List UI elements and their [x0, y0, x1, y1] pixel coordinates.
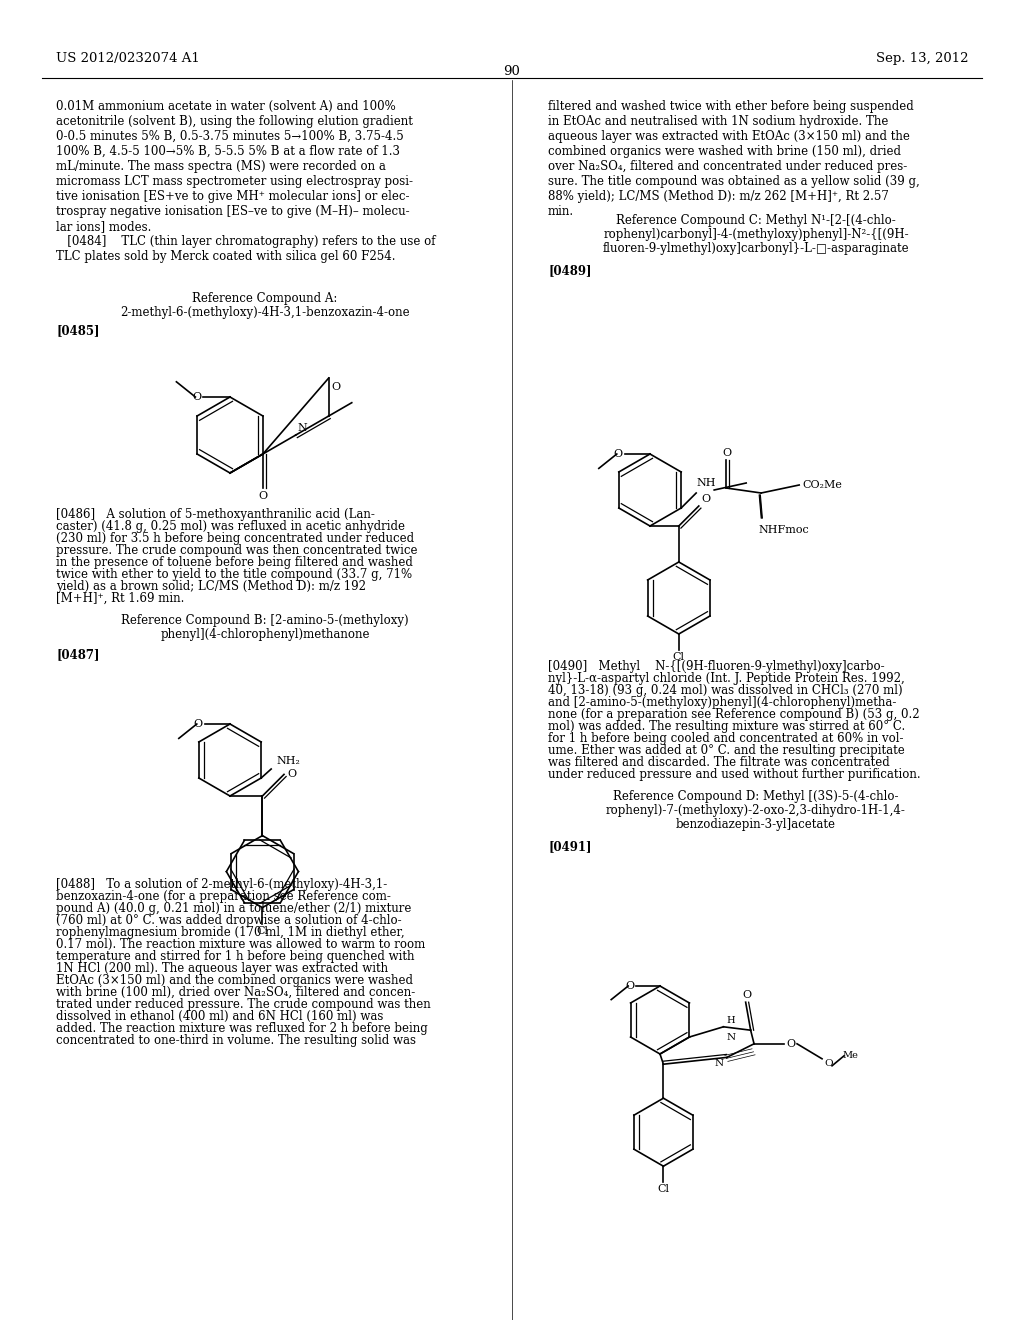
Text: benzodiazepin-3-yl]acetate: benzodiazepin-3-yl]acetate — [676, 818, 836, 832]
Text: in the presence of toluene before being filtered and washed: in the presence of toluene before being … — [56, 556, 413, 569]
Text: phenyl](4-chlorophenyl)methanone: phenyl](4-chlorophenyl)methanone — [160, 628, 370, 642]
Text: Sep. 13, 2012: Sep. 13, 2012 — [876, 51, 968, 65]
Text: O: O — [332, 381, 341, 392]
Text: dissolved in ethanol (400 ml) and 6N HCl (160 ml) was: dissolved in ethanol (400 ml) and 6N HCl… — [56, 1010, 383, 1023]
Text: ume. Ether was added at 0° C. and the resulting precipitate: ume. Ether was added at 0° C. and the re… — [548, 744, 905, 756]
Text: N: N — [726, 1032, 735, 1041]
Text: O: O — [701, 494, 711, 504]
Text: caster) (41.8 g, 0.25 mol) was refluxed in acetic anhydride: caster) (41.8 g, 0.25 mol) was refluxed … — [56, 520, 406, 533]
Text: O: O — [742, 990, 752, 1001]
Text: trated under reduced pressure. The crude compound was then: trated under reduced pressure. The crude… — [56, 998, 431, 1011]
Text: NHFmoc: NHFmoc — [758, 525, 809, 535]
Text: 1N HCl (200 ml). The aqueous layer was extracted with: 1N HCl (200 ml). The aqueous layer was e… — [56, 962, 388, 975]
Text: EtOAc (3×150 ml) and the combined organics were washed: EtOAc (3×150 ml) and the combined organi… — [56, 974, 413, 987]
Text: Me: Me — [842, 1051, 858, 1060]
Text: O: O — [193, 392, 202, 403]
Text: fluoren-9-ylmethyl)oxy]carbonyl}-L-□-asparaginate: fluoren-9-ylmethyl)oxy]carbonyl}-L-□-asp… — [603, 242, 909, 255]
Text: rophenylmagnesium bromide (170 ml, 1M in diethyl ether,: rophenylmagnesium bromide (170 ml, 1M in… — [56, 927, 404, 939]
Text: [0490]   Methyl    N-{[(9H-fluoren-9-ylmethyl)oxy]carbo-: [0490] Methyl N-{[(9H-fluoren-9-ylmethyl… — [548, 660, 885, 673]
Text: Cl: Cl — [657, 1184, 670, 1195]
Text: none (for a preparation see Reference compound B) (53 g, 0.2: none (for a preparation see Reference co… — [548, 708, 920, 721]
Text: [0491]: [0491] — [548, 840, 592, 853]
Text: Reference Compound B: [2-amino-5-(methyloxy): Reference Compound B: [2-amino-5-(methyl… — [121, 614, 409, 627]
Text: 40, 13-18) (93 g, 0.24 mol) was dissolved in CHCl₃ (270 ml): 40, 13-18) (93 g, 0.24 mol) was dissolve… — [548, 684, 902, 697]
Text: O: O — [194, 719, 203, 729]
Text: Reference Compound D: Methyl [(3S)-5-(4-chlo-: Reference Compound D: Methyl [(3S)-5-(4-… — [613, 789, 899, 803]
Text: H: H — [726, 1016, 735, 1024]
Text: rophenyl)-7-(methyloxy)-2-oxo-2,3-dihydro-1H-1,4-: rophenyl)-7-(methyloxy)-2-oxo-2,3-dihydr… — [606, 804, 906, 817]
Text: O: O — [786, 1039, 796, 1049]
Text: pressure. The crude compound was then concentrated twice: pressure. The crude compound was then co… — [56, 544, 418, 557]
Text: under reduced pressure and used without further purification.: under reduced pressure and used without … — [548, 768, 921, 781]
Text: 0.17 mol). The reaction mixture was allowed to warm to room: 0.17 mol). The reaction mixture was allo… — [56, 939, 425, 950]
Text: [0486]   A solution of 5-methoxyanthranilic acid (Lan-: [0486] A solution of 5-methoxyanthranili… — [56, 508, 375, 521]
Text: Reference Compound C: Methyl N¹-[2-[(4-chlo-: Reference Compound C: Methyl N¹-[2-[(4-c… — [616, 214, 896, 227]
Text: Reference Compound A:: Reference Compound A: — [193, 292, 338, 305]
Text: filtered and washed twice with ether before being suspended
in EtOAc and neutral: filtered and washed twice with ether bef… — [548, 100, 920, 218]
Text: added. The reaction mixture was refluxed for 2 h before being: added. The reaction mixture was refluxed… — [56, 1022, 428, 1035]
Text: 0.01M ammonium acetate in water (solvent A) and 100%
acetonitrile (solvent B), u: 0.01M ammonium acetate in water (solvent… — [56, 100, 435, 263]
Text: [0488]   To a solution of 2-methyl-6-(methyloxy)-4H-3,1-: [0488] To a solution of 2-methyl-6-(meth… — [56, 878, 387, 891]
Text: O: O — [287, 770, 296, 779]
Text: (230 ml) for 3.5 h before being concentrated under reduced: (230 ml) for 3.5 h before being concentr… — [56, 532, 414, 545]
Text: with brine (100 ml), dried over Na₂SO₄, filtered and concen-: with brine (100 ml), dried over Na₂SO₄, … — [56, 986, 416, 999]
Text: benzoxazin-4-one (for a preparation see Reference com-: benzoxazin-4-one (for a preparation see … — [56, 890, 391, 903]
Text: O: O — [613, 449, 623, 459]
Text: mol) was added. The resulting mixture was stirred at 60° C.: mol) was added. The resulting mixture wa… — [548, 719, 905, 733]
Text: (760 ml) at 0° C. was added dropwise a solution of 4-chlo-: (760 ml) at 0° C. was added dropwise a s… — [56, 913, 401, 927]
Text: O: O — [625, 981, 634, 991]
Text: NH: NH — [696, 478, 716, 488]
Text: was filtered and discarded. The filtrate was concentrated: was filtered and discarded. The filtrate… — [548, 756, 890, 770]
Text: O: O — [258, 491, 267, 502]
Text: yield) as a brown solid; LC/MS (Method D): m/z 192: yield) as a brown solid; LC/MS (Method D… — [56, 579, 366, 593]
Text: and [2-amino-5-(methyloxy)phenyl](4-chlorophenyl)metha-: and [2-amino-5-(methyloxy)phenyl](4-chlo… — [548, 696, 896, 709]
Text: O: O — [824, 1059, 833, 1068]
Text: Cl: Cl — [256, 925, 268, 936]
Text: N: N — [298, 422, 307, 433]
Text: US 2012/0232074 A1: US 2012/0232074 A1 — [56, 51, 200, 65]
Text: twice with ether to yield to the title compound (33.7 g, 71%: twice with ether to yield to the title c… — [56, 568, 412, 581]
Text: Cl: Cl — [673, 652, 685, 663]
Text: for 1 h before being cooled and concentrated at 60% in vol-: for 1 h before being cooled and concentr… — [548, 733, 903, 744]
Text: rophenyl)carbonyl]-4-(methyloxy)phenyl]-N²-{[(9H-: rophenyl)carbonyl]-4-(methyloxy)phenyl]-… — [603, 228, 909, 242]
Text: nyl}-L-α-aspartyl chloride (Int. J. Peptide Protein Res. 1992,: nyl}-L-α-aspartyl chloride (Int. J. Pept… — [548, 672, 905, 685]
Text: [0489]: [0489] — [548, 264, 592, 277]
Text: [M+H]⁺, Rt 1.69 min.: [M+H]⁺, Rt 1.69 min. — [56, 591, 184, 605]
Text: concentrated to one-third in volume. The resulting solid was: concentrated to one-third in volume. The… — [56, 1034, 416, 1047]
Text: [0485]: [0485] — [56, 323, 99, 337]
Text: CO₂Me: CO₂Me — [802, 480, 842, 490]
Text: N: N — [715, 1060, 724, 1068]
Text: pound A) (40.0 g, 0.21 mol) in a toluene/ether (2/1) mixture: pound A) (40.0 g, 0.21 mol) in a toluene… — [56, 902, 412, 915]
Text: NH₂: NH₂ — [276, 756, 300, 766]
Text: 2-methyl-6-(methyloxy)-4H-3,1-benzoxazin-4-one: 2-methyl-6-(methyloxy)-4H-3,1-benzoxazin… — [120, 306, 410, 319]
Text: temperature and stirred for 1 h before being quenched with: temperature and stirred for 1 h before b… — [56, 950, 415, 964]
Text: [0487]: [0487] — [56, 648, 99, 661]
Text: O: O — [723, 447, 732, 458]
Text: 90: 90 — [504, 65, 520, 78]
